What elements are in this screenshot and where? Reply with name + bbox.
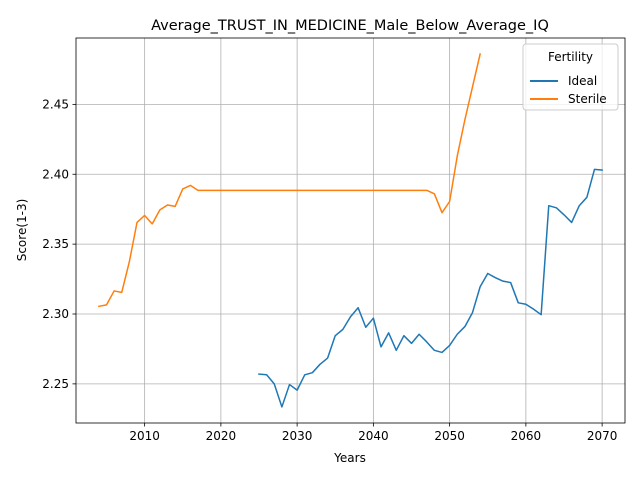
x-tick-label: 2030: [282, 429, 313, 443]
legend-title: Fertility: [548, 50, 593, 64]
chart-title: Average_TRUST_IN_MEDICINE_Male_Below_Ave…: [151, 18, 549, 34]
x-tick-label: 2070: [587, 429, 618, 443]
y-axis-label: Score(1-3): [15, 199, 29, 262]
y-tick-label: 2.30: [42, 307, 69, 321]
axis-ticks: 2010 2020 2030 2040 2050 2060 2070 2.25 2.30 2.35…: [42, 97, 617, 443]
x-tick-label: 2050: [434, 429, 465, 443]
x-axis-label: Years: [333, 451, 366, 465]
grid: [76, 38, 625, 423]
plot-frame: [75, 37, 626, 424]
legend-label-sterile: Sterile: [568, 92, 607, 106]
legend: Fertility Ideal Sterile: [522, 43, 619, 111]
y-tick-label: 2.40: [42, 167, 69, 181]
legend-label-ideal: Ideal: [568, 74, 597, 88]
x-tick-label: 2010: [129, 429, 160, 443]
x-tick-label: 2040: [358, 429, 389, 443]
y-tick-label: 2.45: [42, 97, 69, 111]
y-tick-label: 2.25: [42, 377, 69, 391]
legend-box: [522, 43, 619, 111]
series-line-ideal: [258, 168, 603, 408]
series-line-sterile: [98, 53, 482, 308]
series-lines: [98, 53, 603, 408]
x-tick-label: 2060: [511, 429, 542, 443]
y-tick-label: 2.35: [42, 237, 69, 251]
x-tick-label: 2020: [206, 429, 237, 443]
